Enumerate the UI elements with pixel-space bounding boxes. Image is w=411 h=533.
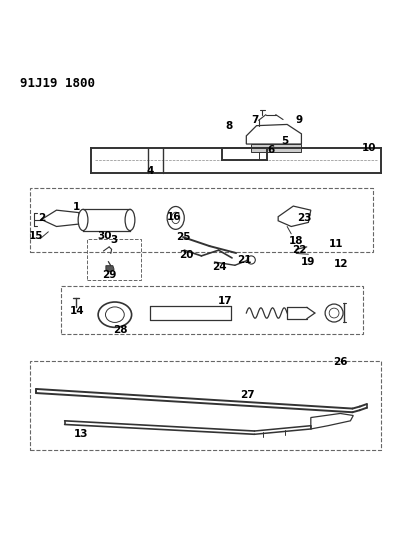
Text: 15: 15 <box>29 231 43 241</box>
Text: 21: 21 <box>237 255 252 265</box>
Text: 4: 4 <box>147 166 154 175</box>
Text: 13: 13 <box>74 429 88 439</box>
Text: 27: 27 <box>240 390 255 400</box>
Text: 28: 28 <box>113 325 128 335</box>
Text: 18: 18 <box>289 236 303 246</box>
Bar <box>60 286 363 334</box>
Polygon shape <box>251 144 301 152</box>
Text: 11: 11 <box>329 239 343 249</box>
Ellipse shape <box>125 209 135 231</box>
Ellipse shape <box>78 209 88 231</box>
Bar <box>87 239 141 280</box>
Text: 30: 30 <box>97 231 112 241</box>
Text: 6: 6 <box>267 145 275 155</box>
Text: 3: 3 <box>110 235 117 245</box>
Text: 1: 1 <box>73 203 81 212</box>
Text: 5: 5 <box>282 136 289 146</box>
Text: 12: 12 <box>334 259 348 269</box>
Polygon shape <box>106 265 114 272</box>
Text: 25: 25 <box>177 232 191 242</box>
Text: 16: 16 <box>166 212 181 222</box>
Bar <box>30 361 381 450</box>
Text: 10: 10 <box>362 143 376 153</box>
Text: 7: 7 <box>251 115 258 125</box>
Text: 24: 24 <box>212 262 227 272</box>
Text: 2: 2 <box>38 213 45 223</box>
Bar <box>30 188 373 252</box>
Text: 14: 14 <box>69 306 84 317</box>
Text: 91J19 1800: 91J19 1800 <box>20 77 95 90</box>
Text: 9: 9 <box>296 115 303 125</box>
Text: 8: 8 <box>226 122 233 132</box>
Text: 23: 23 <box>297 213 312 223</box>
Text: 19: 19 <box>300 257 315 268</box>
Text: 20: 20 <box>179 250 194 260</box>
Text: 26: 26 <box>333 358 347 367</box>
Text: 29: 29 <box>102 270 117 280</box>
Text: 17: 17 <box>218 296 232 306</box>
Ellipse shape <box>167 206 184 229</box>
Text: 22: 22 <box>292 245 307 255</box>
